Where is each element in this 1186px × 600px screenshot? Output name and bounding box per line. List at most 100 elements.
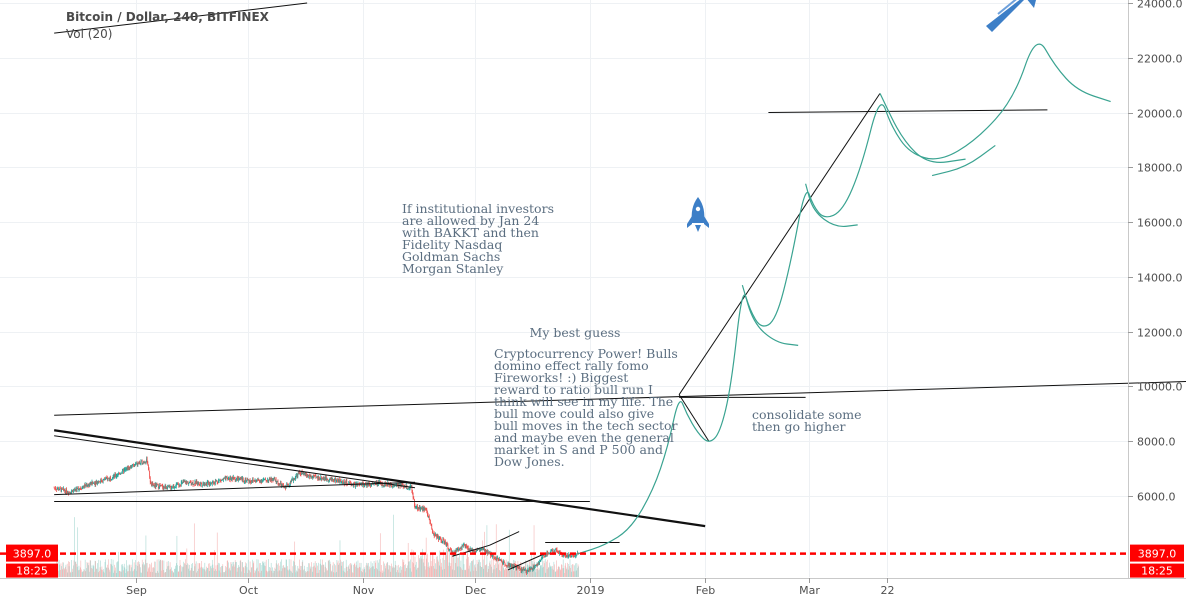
candle-body — [143, 461, 145, 463]
volume-bar — [449, 548, 451, 577]
price-axis[interactable]: 6000.08000.010000.012000.014000.016000.0… — [1128, 0, 1183, 504]
candle-body — [239, 477, 240, 480]
volume-bar — [446, 551, 448, 577]
volume-bar — [322, 564, 324, 577]
volume-bar — [125, 572, 126, 577]
candle-body — [385, 483, 387, 486]
volume-bar — [461, 555, 463, 577]
volume-bar — [499, 570, 500, 577]
candle-body — [363, 483, 364, 486]
volume-bar — [242, 562, 243, 577]
candle-body — [151, 483, 152, 487]
candle-body — [307, 474, 309, 477]
volume-bar — [116, 562, 118, 577]
candle-body — [466, 546, 468, 548]
volume-bar — [183, 561, 185, 577]
volume-bar — [208, 563, 209, 577]
candle-body — [335, 481, 337, 482]
candle-body — [482, 548, 483, 550]
candle-body — [546, 551, 548, 555]
volume-bar — [327, 570, 328, 577]
volume-bar — [96, 568, 98, 577]
volume-bar — [380, 571, 382, 577]
volume-bar — [556, 570, 558, 577]
volume-bar — [61, 566, 62, 577]
candle-body — [393, 485, 395, 486]
candle-body — [434, 535, 436, 537]
candle-body — [549, 553, 550, 555]
volume-bar — [210, 565, 212, 577]
volume-bar — [565, 569, 567, 577]
volume-bar — [391, 563, 392, 577]
candle-body — [325, 477, 327, 480]
volume-bar — [186, 548, 188, 577]
volume-bar — [379, 533, 381, 577]
volume-bar — [105, 567, 107, 577]
candle-body — [83, 485, 85, 488]
candle-body — [480, 550, 482, 551]
volume-bar — [494, 569, 496, 577]
volume-bar — [162, 569, 164, 577]
candle-body — [177, 483, 178, 484]
candle-body — [516, 566, 518, 569]
candle-body — [303, 472, 305, 475]
candle-body — [106, 477, 108, 479]
time-axis[interactable]: Sep Oct Nov Dec 2019 Feb Mar 22 — [126, 578, 895, 597]
volume-bar — [197, 570, 198, 577]
volume-bar — [182, 566, 184, 577]
volume-bar — [118, 551, 119, 577]
candle-body — [221, 479, 222, 481]
volume-bar — [393, 567, 395, 577]
candle-body — [97, 481, 99, 483]
candle-body — [458, 548, 459, 551]
candle-body — [404, 486, 405, 488]
volume-bar — [505, 567, 506, 577]
candle-body — [221, 479, 223, 481]
volume-bar — [456, 566, 458, 577]
volume-bar — [414, 556, 416, 577]
volume-bar — [484, 565, 486, 577]
volume-bar — [149, 563, 150, 577]
volume-bar — [409, 561, 410, 577]
volume-bar — [373, 560, 375, 577]
annotation-line: are allowed by Jan 24 — [402, 213, 539, 228]
volume-bar — [143, 565, 145, 577]
candle-body — [547, 551, 549, 555]
volume-bar — [417, 567, 418, 577]
candle-body — [236, 478, 237, 480]
candle-body — [288, 484, 289, 486]
volume-bar — [502, 559, 503, 577]
candle-body — [500, 559, 501, 561]
volume-bar — [351, 563, 353, 577]
candle-body — [267, 479, 268, 481]
volume-bar — [179, 566, 180, 577]
volume-bar — [233, 561, 234, 577]
candle-body — [339, 479, 340, 483]
candle-body — [415, 507, 416, 509]
volume-bar — [392, 567, 393, 577]
volume-bar — [476, 570, 477, 577]
candle-body — [463, 543, 465, 546]
volume-bar — [401, 569, 402, 577]
volume-bar — [171, 571, 173, 577]
candle-body — [230, 477, 232, 481]
candle-body — [362, 483, 364, 484]
candle-body — [443, 540, 445, 544]
grid — [0, 0, 1128, 577]
volume-bar — [232, 566, 234, 577]
candle-body — [295, 475, 297, 478]
candle-body — [275, 479, 276, 481]
candle-body — [293, 479, 294, 481]
candle-body — [299, 472, 301, 475]
candle-body — [320, 476, 322, 479]
volume-bar — [406, 567, 408, 577]
candle-body — [85, 484, 87, 487]
volume-bar — [74, 561, 76, 577]
x-tick-label: Nov — [353, 584, 375, 597]
volume-bar — [136, 570, 137, 577]
candle-body — [436, 536, 438, 538]
candle-body — [426, 509, 428, 512]
volume-bar — [560, 570, 561, 577]
volume-bar — [267, 572, 268, 577]
